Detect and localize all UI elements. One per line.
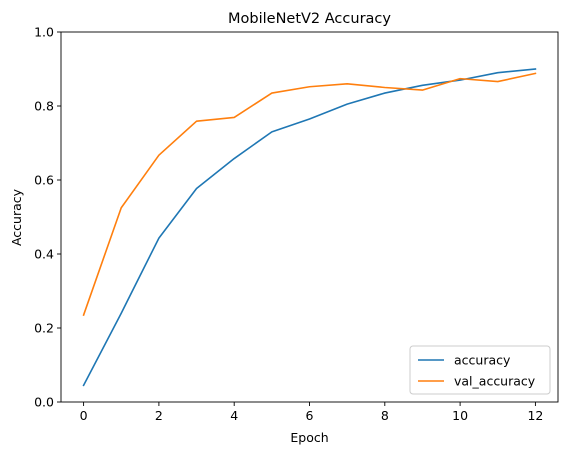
x-axis-label: Epoch <box>290 430 328 445</box>
x-tick-label: 4 <box>230 408 238 423</box>
y-tick-label: 0.2 <box>34 321 54 336</box>
x-tick-label: 10 <box>452 408 468 423</box>
legend: accuracy val_accuracy <box>410 346 550 394</box>
y-axis-label: Accuracy <box>9 188 24 246</box>
y-tick-label: 1.0 <box>34 25 54 40</box>
x-tick-label: 2 <box>155 408 163 423</box>
y-tick-label: 0.4 <box>34 247 54 262</box>
x-tick-label: 12 <box>527 408 543 423</box>
x-tick-label: 0 <box>80 408 88 423</box>
x-tick-label: 8 <box>381 408 389 423</box>
y-tick-label: 0.0 <box>34 395 54 410</box>
x-tick-label: 6 <box>306 408 314 423</box>
chart-title: MobileNetV2 Accuracy <box>228 11 391 27</box>
y-tick-label: 0.8 <box>34 99 54 114</box>
legend-label-val-accuracy: val_accuracy <box>454 374 536 389</box>
y-tick-label: 0.6 <box>34 173 54 188</box>
legend-label-accuracy: accuracy <box>454 353 511 368</box>
